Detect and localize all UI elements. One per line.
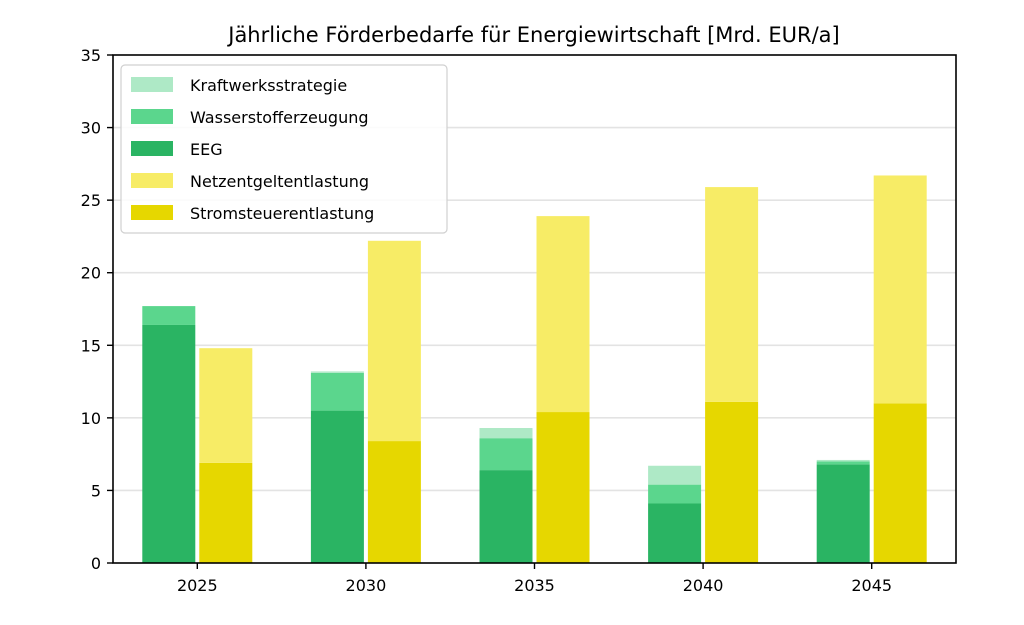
bar-kraftwerksstrategie-2040 — [648, 465, 702, 485]
bar-netzentgeltentlastung-2025 — [199, 348, 253, 463]
y-tick-label-5: 5 — [91, 481, 101, 500]
bar-wasserstofferzeugung-2045 — [816, 461, 870, 465]
y-tick-label-20: 20 — [81, 264, 101, 283]
legend-label-kraftwerksstrategie: Kraftwerksstrategie — [190, 76, 347, 95]
bar-eeg-2035 — [479, 470, 533, 563]
bar-stromsteuerentlastung-2040 — [705, 401, 759, 563]
legend-label-netzentgeltentlastung: Netzentgeltentlastung — [190, 172, 369, 191]
legend-swatch-netzentgeltentlastung — [131, 173, 173, 188]
bar-wasserstofferzeugung-2025 — [142, 306, 196, 325]
legend-box — [120, 64, 448, 234]
bar-netzentgeltentlastung-2035 — [536, 216, 590, 413]
bar-kraftwerksstrategie-2035 — [479, 428, 533, 439]
bar-kraftwerksstrategie-2030 — [310, 371, 364, 373]
bar-stromsteuerentlastung-2025 — [199, 462, 253, 563]
x-tick-label-2030: 2030 — [346, 576, 387, 595]
bar-kraftwerksstrategie-2045 — [816, 459, 870, 462]
y-tick-label-15: 15 — [81, 336, 101, 355]
x-tick-label-2040: 2040 — [683, 576, 724, 595]
legend-swatch-stromsteuerentlastung — [131, 205, 173, 220]
y-tick-label-30: 30 — [81, 119, 101, 138]
bar-eeg-2030 — [310, 410, 364, 563]
plot-frame — [112, 54, 957, 564]
legend-label-stromsteuerentlastung: Stromsteuerentlastung — [190, 204, 374, 223]
bar-netzentgeltentlastung-2030 — [367, 240, 421, 442]
bar-eeg-2045 — [816, 464, 870, 563]
y-tick-label-0: 0 — [91, 554, 101, 573]
x-tick-label-2025: 2025 — [177, 576, 218, 595]
y-tick-label-25: 25 — [81, 191, 101, 210]
legend-label-wasserstofferzeugung: Wasserstofferzeugung — [190, 108, 369, 127]
bar-wasserstofferzeugung-2035 — [479, 438, 533, 471]
legend: Kraftwerksstrategie Wasserstofferzeugung E… — [120, 64, 448, 234]
bar-netzentgeltentlastung-2040 — [705, 187, 759, 402]
chart-title: Jährliche Förderbedarfe für Energiewirts… — [226, 23, 839, 47]
bar-wasserstofferzeugung-2030 — [310, 372, 364, 411]
x-tick-label-2045: 2045 — [851, 576, 892, 595]
legend-swatch-wasserstofferzeugung — [131, 109, 173, 124]
bar-stromsteuerentlastung-2030 — [367, 441, 421, 563]
bar-stromsteuerentlastung-2045 — [873, 403, 927, 563]
bar-wasserstofferzeugung-2040 — [648, 484, 702, 504]
legend-swatch-kraftwerksstrategie — [131, 77, 173, 92]
bar-eeg-2040 — [648, 503, 702, 563]
bar-eeg-2025 — [142, 324, 196, 563]
y-tick-label-10: 10 — [81, 409, 101, 428]
legend-swatch-eeg — [131, 141, 173, 156]
bar-netzentgeltentlastung-2045 — [873, 175, 927, 404]
bars — [142, 175, 927, 563]
legend-label-eeg: EEG — [190, 140, 223, 159]
bar-stromsteuerentlastung-2035 — [536, 412, 590, 563]
y-tick-label-35: 35 — [81, 46, 101, 65]
x-tick-label-2035: 2035 — [514, 576, 555, 595]
